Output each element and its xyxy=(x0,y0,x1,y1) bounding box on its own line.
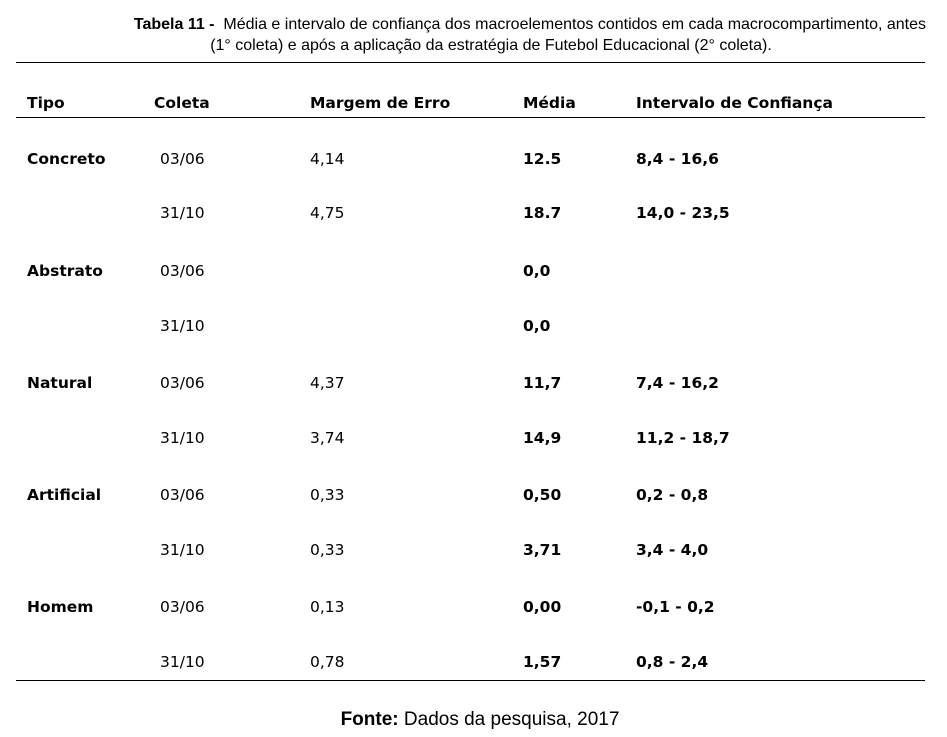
cell-media: 0,50 xyxy=(523,486,562,504)
cell-media: 3,71 xyxy=(523,541,562,559)
cell-coleta: 03/06 xyxy=(160,262,205,280)
cell-coleta: 31/10 xyxy=(160,429,205,447)
cell-tipo: Abstrato xyxy=(27,262,103,280)
cell-margem-de-erro: 0,13 xyxy=(310,598,345,616)
cell-intervalo-de-confianca: 14,0 - 23,5 xyxy=(636,204,730,222)
cell-intervalo-de-confianca: 0,2 - 0,8 xyxy=(636,486,709,504)
caption-label: Tabela 11 - xyxy=(133,16,215,33)
cell-tipo: Artificial xyxy=(27,486,102,504)
cell-margem-de-erro: 4,75 xyxy=(310,204,345,222)
cell-coleta: 03/06 xyxy=(160,598,205,616)
table-source: Fonte: Dados da pesquisa, 2017 xyxy=(0,708,947,732)
cell-coleta: 03/06 xyxy=(160,486,205,504)
caption-line1: Média e intervalo de confiança dos macro… xyxy=(223,16,926,33)
cell-coleta: 31/10 xyxy=(160,317,205,335)
source-label: Fonte: xyxy=(340,709,399,730)
cell-intervalo-de-confianca: -0,1 - 0,2 xyxy=(636,598,715,616)
cell-margem-de-erro: 0,33 xyxy=(310,541,345,559)
cell-margem-de-erro: 3,74 xyxy=(310,429,345,447)
cell-intervalo-de-confianca: 8,4 - 16,6 xyxy=(636,150,719,168)
cell-coleta: 31/10 xyxy=(160,204,205,222)
cell-margem-de-erro: 4,37 xyxy=(310,374,345,392)
cell-media: 0,0 xyxy=(523,262,551,280)
cell-media: 0,00 xyxy=(523,598,562,616)
cell-media: 12.5 xyxy=(523,150,562,168)
cell-tipo: Concreto xyxy=(27,150,106,168)
cell-coleta: 03/06 xyxy=(160,150,205,168)
header-margem-de-erro: Margem de Erro xyxy=(310,94,451,112)
table-caption: Tabela 11 - Média e intervalo de confian… xyxy=(16,14,926,56)
cell-intervalo-de-confianca: 0,8 - 2,4 xyxy=(636,653,709,671)
cell-margem-de-erro: 0,33 xyxy=(310,486,345,504)
cell-tipo: Homem xyxy=(27,598,94,616)
header-tipo: Tipo xyxy=(27,94,65,112)
cell-coleta: 03/06 xyxy=(160,374,205,392)
header-coleta: Coleta xyxy=(154,94,210,112)
table-header-rule xyxy=(16,117,925,118)
header-media: Média xyxy=(523,94,576,112)
header-intervalo-de-confianca: Intervalo de Confiança xyxy=(636,94,833,112)
cell-media: 0,0 xyxy=(523,317,551,335)
table-top-rule xyxy=(16,62,925,63)
table-bottom-rule xyxy=(16,680,925,681)
cell-media: 11,7 xyxy=(523,374,562,392)
cell-media: 14,9 xyxy=(523,429,562,447)
cell-intervalo-de-confianca: 11,2 - 18,7 xyxy=(636,429,730,447)
cell-intervalo-de-confianca: 3,4 - 4,0 xyxy=(636,541,709,559)
cell-coleta: 31/10 xyxy=(160,541,205,559)
caption-line2: (1° coleta) e após a aplicação da estrat… xyxy=(210,37,772,54)
cell-coleta: 31/10 xyxy=(160,653,205,671)
cell-media: 1,57 xyxy=(523,653,562,671)
cell-intervalo-de-confianca: 7,4 - 16,2 xyxy=(636,374,719,392)
cell-margem-de-erro: 0,78 xyxy=(310,653,345,671)
cell-tipo: Natural xyxy=(27,374,93,392)
cell-margem-de-erro: 4,14 xyxy=(310,150,345,168)
cell-media: 18.7 xyxy=(523,204,562,222)
source-text: Dados da pesquisa, 2017 xyxy=(398,709,620,730)
